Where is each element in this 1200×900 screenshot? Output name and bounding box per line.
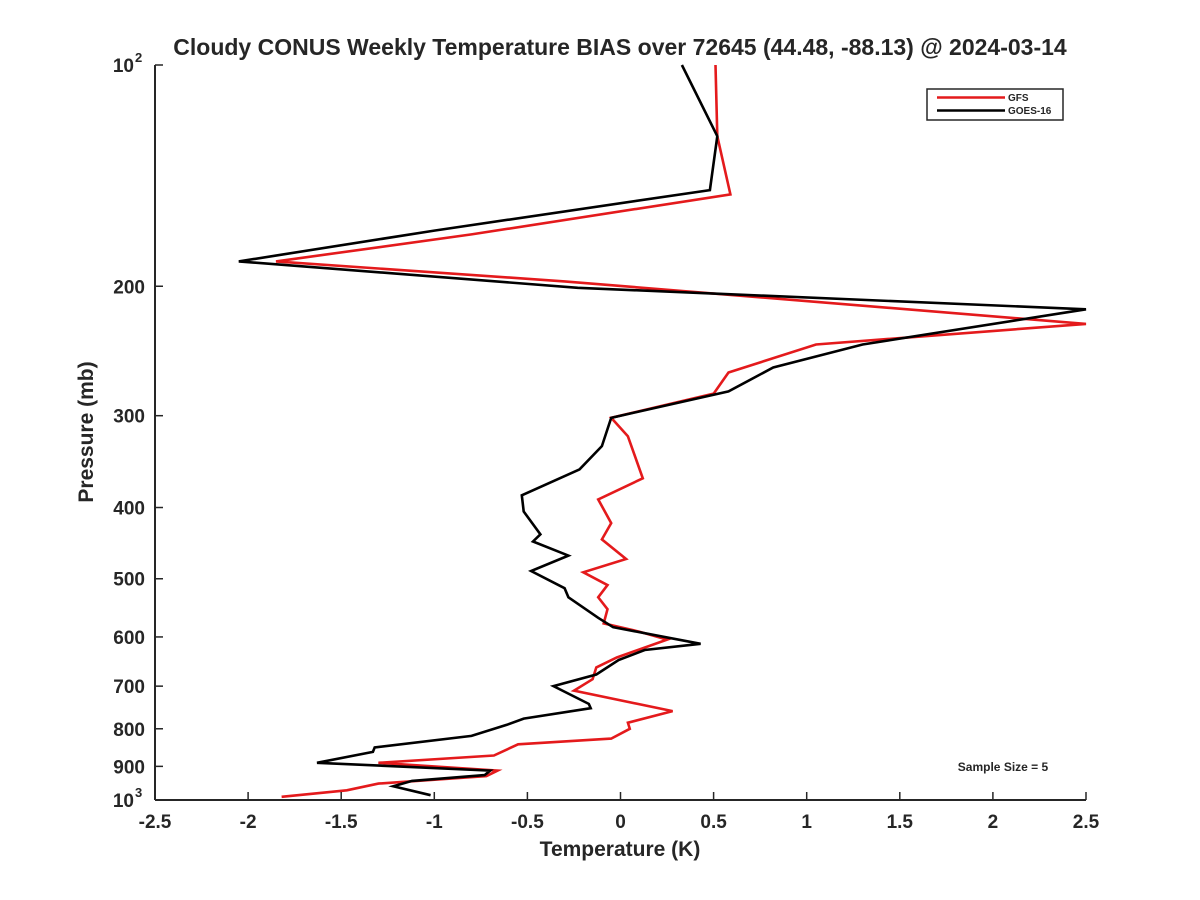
y-tick-exponent: 3: [135, 785, 142, 800]
x-tick-label: 2: [988, 812, 999, 833]
chart-title: Cloudy CONUS Weekly Temperature BIAS ove…: [173, 34, 1067, 60]
series-line-gfs: [275, 64, 1087, 799]
y-tick-label: 500: [113, 570, 145, 591]
y-tick-label: 400: [113, 499, 145, 520]
x-tick-label: 2.5: [1073, 812, 1100, 833]
legend-box: [926, 88, 1064, 121]
chart-legend: GFS GOES-16: [926, 88, 1064, 121]
y-tick-label: 700: [113, 677, 145, 698]
series-line-goes16: [238, 64, 1087, 797]
y-tick-label: 200: [113, 277, 145, 298]
sample-size-annotation: Sample Size = 5: [958, 760, 1049, 774]
x-tick-label: -0.5: [511, 812, 544, 833]
legend-label-goes16: GOES-16: [1008, 106, 1052, 117]
y-tick-label: 300: [113, 407, 145, 428]
x-axis-label: Temperature (K): [540, 838, 701, 861]
x-tick-label: -2.5: [139, 812, 172, 833]
x-tick-label: 1.5: [887, 812, 914, 833]
x-tick-label: 0.5: [700, 812, 727, 833]
x-tick-label: -1: [426, 812, 443, 833]
x-tick-label: -2: [240, 812, 257, 833]
y-tick-label: 10: [113, 56, 134, 77]
y-tick-label: 800: [113, 720, 145, 741]
x-tick-label: 1: [801, 812, 812, 833]
x-tick-label: 0: [615, 812, 626, 833]
x-axis-ticks: -2.5 -2 -1.5 -1 -0.5 0 0.5 1 1.5 2 2.5: [139, 792, 1100, 833]
x-tick-label: -1.5: [325, 812, 358, 833]
y-tick-label: 600: [113, 628, 145, 649]
y-tick-label: 900: [113, 757, 145, 778]
y-tick-exponent: 2: [135, 50, 142, 65]
y-tick-label: 10: [113, 791, 134, 812]
y-axis-label: Pressure (mb): [75, 361, 98, 502]
plot-area: [238, 64, 1087, 799]
legend-label-gfs: GFS: [1008, 93, 1029, 104]
